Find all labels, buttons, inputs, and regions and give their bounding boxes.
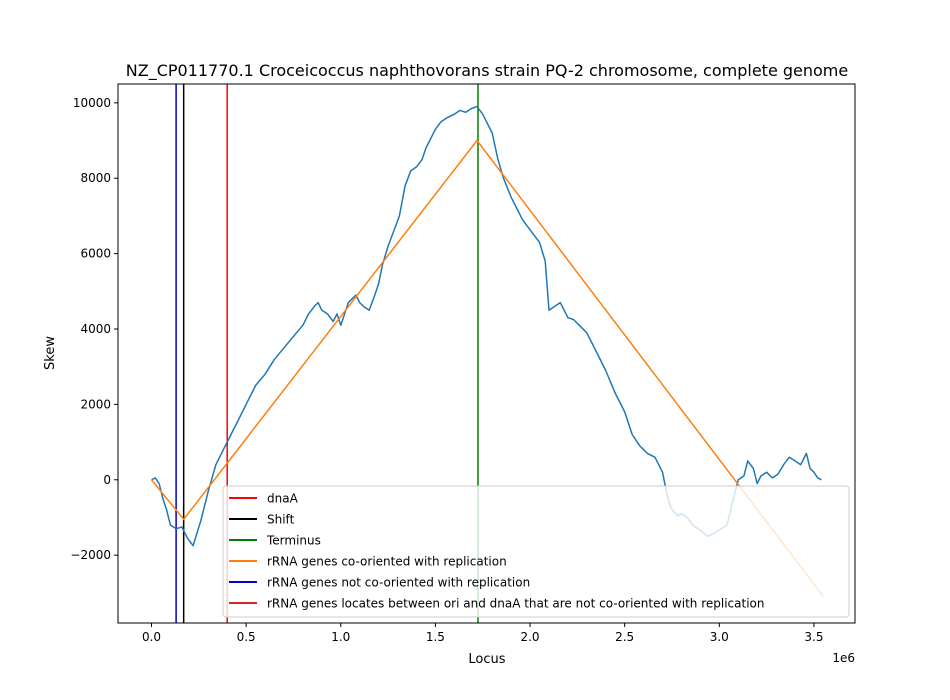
y-axis-label: Skew bbox=[43, 336, 58, 370]
series-line-0 bbox=[151, 105, 822, 547]
y-tick-label: 8000 bbox=[80, 171, 111, 185]
series-line-1 bbox=[150, 139, 824, 598]
legend-label: Terminus bbox=[266, 534, 321, 548]
x-tick-label: 1.5 bbox=[426, 630, 445, 644]
x-axis: 0.0 0.5 1.0 1.5 2.0 2.5 3.0 3.5 bbox=[142, 623, 823, 644]
y-axis: −2000 0 2000 4000 6000 8000 10000 bbox=[70, 96, 118, 562]
x-tick-label: 1.0 bbox=[331, 630, 350, 644]
y-tick-label: 4000 bbox=[80, 322, 111, 336]
y-tick-label: 0 bbox=[103, 473, 111, 487]
x-tick-label: 2.5 bbox=[615, 630, 634, 644]
legend-label: Shift bbox=[267, 513, 295, 527]
x-tick-label: 0.5 bbox=[237, 630, 256, 644]
plot-area bbox=[150, 84, 824, 623]
x-tick-label: 3.5 bbox=[804, 630, 823, 644]
legend-label: dnaA bbox=[267, 492, 299, 506]
y-tick-label: 10000 bbox=[73, 96, 111, 110]
x-axis-label: Locus bbox=[468, 652, 505, 667]
legend-label: rRNA genes locates between ori and dnaA … bbox=[267, 597, 764, 611]
x-tick-label: 3.0 bbox=[710, 630, 729, 644]
x-tick-label: 2.0 bbox=[520, 630, 539, 644]
y-tick-label: −2000 bbox=[70, 548, 111, 562]
y-tick-label: 2000 bbox=[80, 397, 111, 411]
legend-label: rRNA genes co-oriented with replication bbox=[267, 555, 507, 569]
plot-frame bbox=[117, 83, 856, 624]
chart-title: NZ_CP011770.1 Croceicoccus naphthovorans… bbox=[126, 61, 848, 81]
legend-label: rRNA genes not co-oriented with replicat… bbox=[267, 576, 530, 590]
x-tick-label: 0.0 bbox=[142, 630, 161, 644]
legend: dnaA Shift Terminus rRNA genes co-oriented … bbox=[222, 485, 850, 618]
legend-box bbox=[222, 485, 850, 618]
y-tick-label: 6000 bbox=[80, 247, 111, 261]
x-axis-offset-label: 1e6 bbox=[832, 651, 855, 665]
